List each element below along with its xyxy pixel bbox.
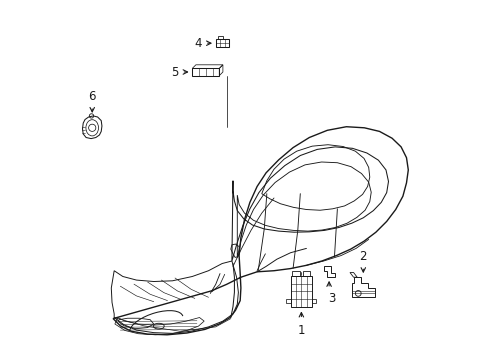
Text: 6: 6 — [88, 90, 96, 103]
Text: 1: 1 — [297, 324, 305, 337]
Text: 2: 2 — [359, 250, 366, 263]
Text: 3: 3 — [327, 292, 335, 305]
Text: 4: 4 — [194, 37, 202, 50]
Text: 5: 5 — [171, 66, 178, 78]
